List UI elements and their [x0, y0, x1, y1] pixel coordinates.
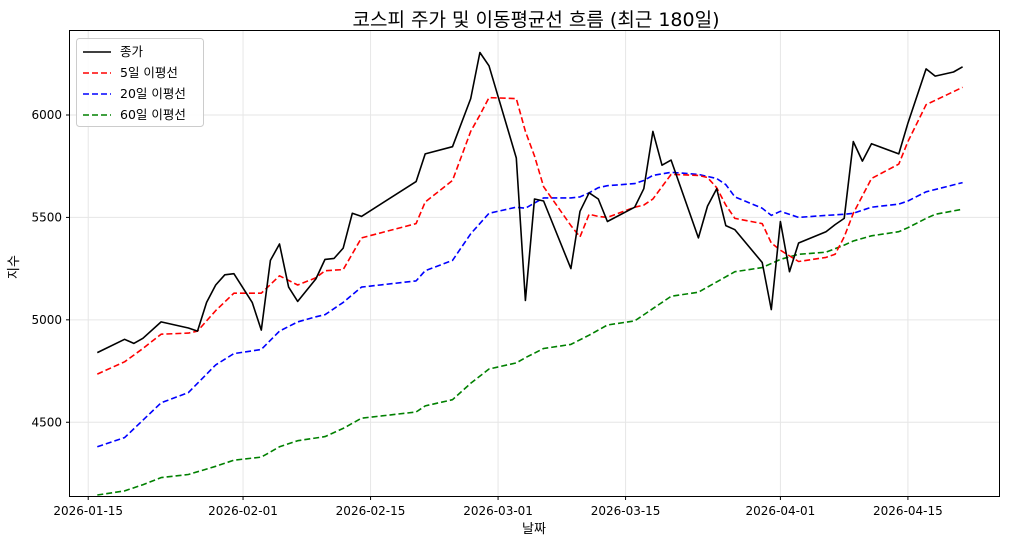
legend-label: 종가: [120, 44, 144, 59]
x-tick-label: 2026-02-15: [336, 504, 406, 518]
x-tick-label: 2026-01-15: [53, 504, 123, 518]
y-tick-label: 5000: [31, 313, 62, 327]
x-axis: 2026-01-15 2026-02-01 2026-02-15 2026-03-01…: [53, 496, 943, 518]
y-tick-label: 4500: [31, 415, 62, 429]
y-axis: 4500 5000 5500 6000: [31, 108, 70, 429]
legend: 종가 5일 이평선 20일 이평선 60일 이평선: [76, 38, 204, 127]
series-layer: [96, 51, 963, 496]
series-line-3: [97, 208, 963, 496]
x-tick-label: 2026-02-01: [208, 504, 278, 518]
plot-frame: [69, 30, 1000, 497]
series-line-1: [96, 86, 963, 375]
x-tick-label: 2026-04-01: [746, 504, 816, 518]
x-tick-label: 2026-04-15: [873, 504, 943, 518]
chart-title: 코스피 주가 및 이동평균선 흐름 (최근 180일): [352, 9, 719, 31]
legend-box: [76, 38, 204, 127]
y-axis-title: 지수: [7, 255, 22, 279]
x-tick-label: 2026-03-01: [463, 504, 533, 518]
x-tick-label: 2026-03-15: [591, 504, 661, 518]
y-tick-label: 6000: [31, 108, 62, 122]
legend-label: 60일 이평선: [120, 107, 186, 122]
series-line-2: [97, 171, 963, 448]
x-axis-title: 날짜: [522, 522, 546, 537]
y-tick-label: 5500: [31, 210, 62, 224]
legend-label: 5일 이평선: [120, 65, 178, 80]
series-line-0: [96, 51, 963, 354]
legend-label: 20일 이평선: [120, 86, 186, 101]
grid: [70, 31, 999, 496]
